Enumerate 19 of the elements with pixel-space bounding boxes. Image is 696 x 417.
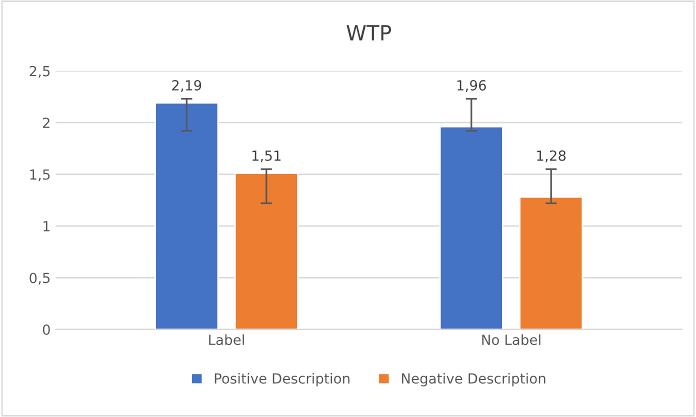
x-tick-label: No Label [482, 334, 540, 346]
y-tick-label: 2,5 [30, 66, 50, 78]
data-label: 2,19 [172, 80, 202, 92]
legend-label: Positive Description [214, 372, 350, 386]
y-tick-label: 0 [42, 324, 50, 335]
y-tick-label: 1,5 [30, 169, 50, 182]
bar [234, 172, 298, 330]
y-tick-label: 0,5 [30, 272, 50, 285]
y-tick-label: 2 [43, 118, 50, 128]
y-tick-label: 1 [44, 221, 50, 232]
chart-title: WTP [346, 25, 392, 40]
x-tick-label: Label [209, 334, 244, 346]
data-label: 1,28 [537, 150, 566, 162]
bar [519, 196, 584, 330]
data-label: 1,96 [457, 80, 486, 92]
data-label: 1,51 [252, 150, 281, 162]
bar [154, 102, 219, 330]
bar [439, 126, 504, 330]
legend-label: Negative Description [402, 372, 546, 386]
